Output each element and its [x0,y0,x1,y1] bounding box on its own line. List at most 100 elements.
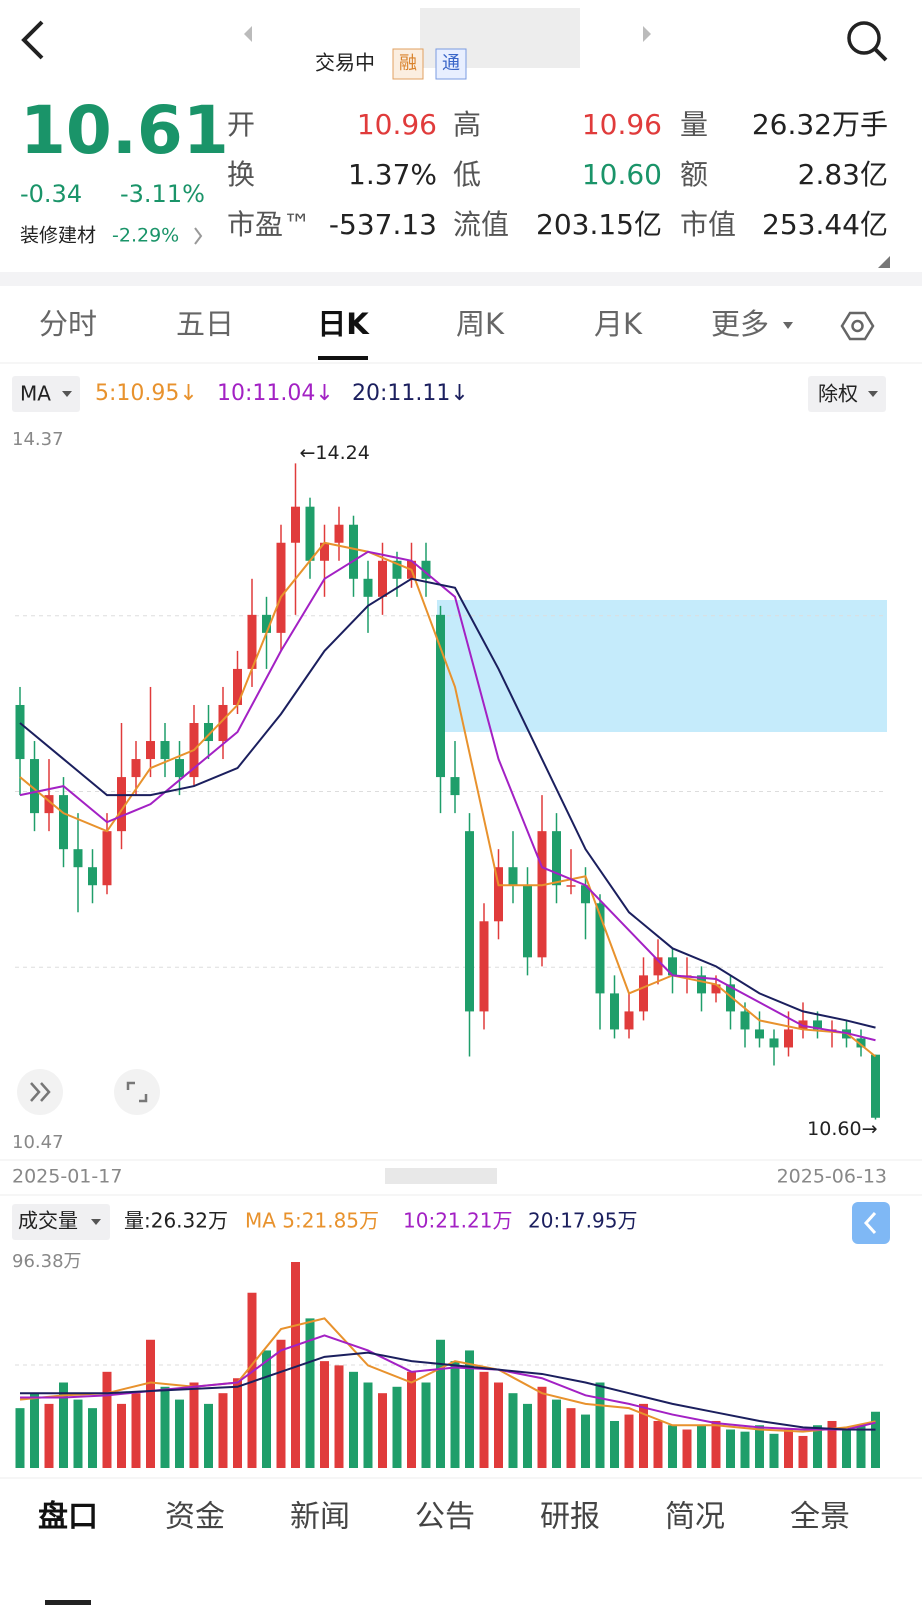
prev-arrow[interactable] [244,26,252,42]
volume-bar [639,1403,648,1468]
price-change: -0.34 [20,180,82,208]
candle-body [349,524,358,579]
volume-bar [392,1386,402,1468]
settings-button[interactable] [840,311,875,341]
volume-bar [798,1435,808,1468]
candle-body [624,1011,634,1030]
sector-name[interactable]: 装修建材 [20,225,96,247]
tab[interactable]: 月K [594,307,643,341]
search-button[interactable] [847,21,881,55]
candle-body [378,560,387,597]
tab[interactable]: 五日 [176,307,234,341]
candle-body [131,759,141,778]
sector-change[interactable]: -2.29% [112,225,179,247]
tab-bar: 分时 五日 日K 周K 月K 更多 [39,307,793,360]
expand-corner[interactable] [878,256,890,268]
volume-bar [117,1403,126,1468]
tab[interactable]: 周K [456,307,505,341]
nav-item[interactable]: 新闻 [290,1500,350,1535]
volume-bar [175,1399,184,1468]
x-label: 2025-01-17 [12,1166,122,1188]
ma-line [19,541,877,1058]
candle-body [740,1011,750,1030]
indicator-name[interactable]: MA [20,382,51,406]
nav-item[interactable]: 简况 [665,1500,725,1535]
fullscreen-icon [126,1081,148,1103]
candle-body [668,957,677,976]
nav-item[interactable]: 盘口 [38,1500,98,1535]
price-change-pct: -3.11% [120,180,205,208]
sector-arrow [194,227,203,245]
candle-body [175,759,184,778]
ma-line [20,1351,876,1431]
volume-bar [73,1399,83,1468]
volume-bar [233,1378,242,1468]
legend-entry: 20:17.95万 [528,1209,637,1233]
side-toggle[interactable] [852,1202,890,1244]
candle-body [595,903,605,994]
indicator-select[interactable] [12,376,80,412]
fullscreen-button[interactable] [114,1069,160,1115]
tab[interactable]: 分时 [39,307,97,341]
stat-value: 10.96 [357,108,437,141]
candle-body [610,993,619,1030]
volume-bar [450,1361,460,1468]
stat-label: 市盈™ [227,208,311,241]
volume-bar [218,1393,228,1468]
candle-body [537,831,547,958]
volume-bar [581,1414,590,1468]
candle-body [73,849,83,868]
candle-body [88,867,97,886]
adjust-select[interactable] [808,376,886,412]
candle-body [233,668,242,705]
volume-title[interactable]: 成交量 [18,1209,78,1233]
back-button[interactable] [21,20,44,60]
candle-body [218,704,228,742]
stat-label: 流值 [453,208,509,241]
candle-body [639,975,648,1012]
nav-item[interactable]: 资金 [165,1500,225,1535]
candle-body [276,542,286,633]
volume-bar [668,1425,677,1468]
candle-body [291,506,300,543]
badge-box [392,48,424,80]
adjust-mode[interactable]: 除权 [818,382,858,406]
volume-bar [363,1382,373,1468]
stat-label: 低 [453,158,481,191]
volume-select[interactable] [12,1204,110,1240]
volume-bar [15,1408,25,1468]
nav-item[interactable]: 公告 [415,1500,475,1535]
nav-item[interactable]: 研报 [540,1500,600,1535]
candle-body [30,759,39,814]
nav-item[interactable]: 全景 [790,1500,850,1535]
volume-bar [334,1365,344,1468]
volume-bar [247,1292,257,1468]
dropdown-caret [783,322,793,329]
volume-bar [44,1403,54,1468]
x-label: 2025-06-13 [777,1166,887,1188]
stat-value: -537.13 [329,208,437,241]
tab[interactable]: 更多 [711,307,769,341]
stat-value: 253.44亿 [762,208,888,241]
candle-body [436,614,445,778]
stat-value: 10.60 [582,158,662,191]
scroll-thumb[interactable] [385,1168,497,1184]
search-handle [873,47,888,62]
candle-body [146,741,155,760]
volume-bar [566,1408,576,1468]
candle-body [320,542,329,561]
trade-status: 交易中 [315,51,375,75]
candle-body [160,741,170,760]
side-toggle-icon [863,1211,877,1235]
settings-dot [851,319,864,333]
separator [0,272,922,286]
volume-bar [740,1431,750,1468]
tab[interactable]: 日K [317,307,370,341]
next-arrow[interactable] [643,26,651,42]
badge: 融 [399,53,417,74]
volume-bar [320,1361,329,1468]
stat-label: 市值 [680,208,736,241]
candle-body [102,831,112,886]
